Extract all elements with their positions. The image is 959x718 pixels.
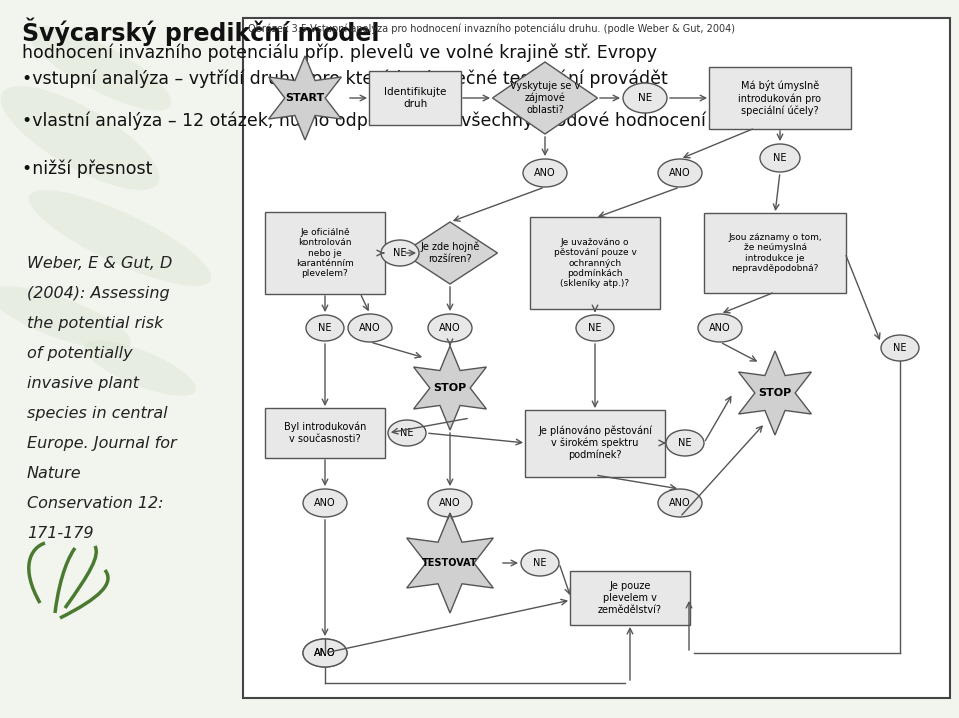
Ellipse shape [666,430,704,456]
Text: Weber, E & Gut, D: Weber, E & Gut, D [27,256,173,271]
Ellipse shape [306,315,344,341]
Text: Europe. Journal for: Europe. Journal for [27,436,176,451]
Polygon shape [413,346,486,430]
Ellipse shape [881,335,919,361]
Text: Obrázek 3.5 Vstupní analýza pro hodnocení invazního potenciálu druhu. (podle Web: Obrázek 3.5 Vstupní analýza pro hodnocen… [248,23,735,34]
Text: NE: NE [678,438,691,448]
Text: START: START [286,93,325,103]
Text: Conservation 12:: Conservation 12: [27,496,163,511]
Text: STOP: STOP [433,383,467,393]
Text: Je plánováno pěstování
v širokém spektru
podmínek?: Je plánováno pěstování v širokém spektru… [538,426,652,460]
Bar [243,18,950,698]
Text: Je oficiálně
kontrolován
nebo je
karanténním
plevelem?: Je oficiálně kontrolován nebo je karanté… [296,228,354,279]
Text: Nature: Nature [27,466,82,481]
Ellipse shape [381,240,419,266]
Text: NE: NE [588,323,601,333]
Text: ANO: ANO [360,323,381,333]
Ellipse shape [428,314,472,342]
Text: •nižší přesnost: •nižší přesnost [22,160,152,179]
Text: NE: NE [638,93,652,103]
Text: Má být úmyslně
introdukován pro
speciální účely?: Má být úmyslně introdukován pro speciáln… [738,80,822,116]
Ellipse shape [388,420,426,446]
Ellipse shape [623,83,667,113]
Ellipse shape [423,292,537,345]
FancyBboxPatch shape [265,212,385,294]
Text: 171-179: 171-179 [27,526,93,541]
Text: ANO: ANO [710,323,731,333]
Text: ANO: ANO [439,323,461,333]
FancyBboxPatch shape [530,217,660,309]
Ellipse shape [576,315,614,341]
Text: ANO: ANO [534,168,556,178]
Text: NE: NE [400,428,413,438]
Ellipse shape [428,489,472,517]
FancyBboxPatch shape [525,409,665,477]
Text: the potential risk: the potential risk [27,316,163,331]
Text: ANO: ANO [439,498,461,508]
Ellipse shape [303,489,347,517]
FancyBboxPatch shape [709,67,851,129]
Text: Jsou záznamy o tom,
že neúmyslná
introdukce je
nepravděpodobná?: Jsou záznamy o tom, že neúmyslná introdu… [728,233,822,273]
FancyBboxPatch shape [369,71,461,125]
Text: Identifikujte
druh: Identifikujte druh [384,87,446,109]
Ellipse shape [303,639,347,667]
Text: •vstupní analýza – vytřídí druhy, pro které je zbytečné testování provádět: •vstupní analýza – vytřídí druhy, pro kt… [22,70,667,88]
Ellipse shape [760,144,800,172]
Text: Vyskytuje se v
zájmové
oblasti?: Vyskytuje se v zájmové oblasti? [510,81,580,115]
Ellipse shape [303,639,347,667]
Ellipse shape [29,26,172,111]
Polygon shape [407,513,493,613]
Text: Je uvažováno o
pěstování pouze v
ochranných
podmínkách
(skleníky atp.)?: Je uvažováno o pěstování pouze v ochrann… [553,238,637,289]
Ellipse shape [29,190,211,286]
Text: of potentially: of potentially [27,346,132,361]
Text: Švýcarský predikční model: Švýcarský predikční model [22,18,380,47]
Ellipse shape [521,550,559,576]
Polygon shape [738,351,811,435]
Text: species in central: species in central [27,406,168,421]
Polygon shape [269,56,341,140]
Ellipse shape [1,86,159,190]
Ellipse shape [658,489,702,517]
Text: NE: NE [773,153,786,163]
Text: ANO: ANO [669,498,690,508]
Text: STOP: STOP [759,388,791,398]
Text: ANO: ANO [315,498,336,508]
Text: NE: NE [893,343,907,353]
Text: •vlastní analýza – 12 otázek, nutno odpovědět na všechny; bodové hodnocení: •vlastní analýza – 12 otázek, nutno odpo… [22,111,706,129]
Text: ANO: ANO [315,648,336,658]
Text: ANO: ANO [669,168,690,178]
Ellipse shape [456,203,584,273]
Text: ANO: ANO [315,648,336,658]
Ellipse shape [523,159,567,187]
Text: invasive plant: invasive plant [27,376,139,391]
Text: NE: NE [318,323,332,333]
Text: TESTOVAT: TESTOVAT [422,558,478,568]
Ellipse shape [658,159,702,187]
Ellipse shape [698,314,742,342]
Text: Byl introdukován
v současnosti?: Byl introdukován v současnosti? [284,422,366,444]
Ellipse shape [0,286,130,350]
FancyBboxPatch shape [265,408,385,458]
Ellipse shape [429,95,572,180]
Polygon shape [493,62,597,134]
Text: (2004): Assessing: (2004): Assessing [27,286,170,301]
Polygon shape [403,222,498,284]
Ellipse shape [84,340,196,396]
Text: hodnocení invazního potenciálu příp. plevelů ve volné krajině stř. Evropy: hodnocení invazního potenciálu příp. ple… [22,43,657,62]
Ellipse shape [348,314,392,342]
Text: NE: NE [533,558,547,568]
Text: Je pouze
plevelem v
zemědělství?: Je pouze plevelem v zemědělství? [598,582,662,615]
Text: NE: NE [393,248,407,258]
FancyBboxPatch shape [570,571,690,625]
FancyBboxPatch shape [704,213,846,293]
Text: Je zde hojně
rozšíren?: Je zde hojně rozšíren? [420,242,480,264]
